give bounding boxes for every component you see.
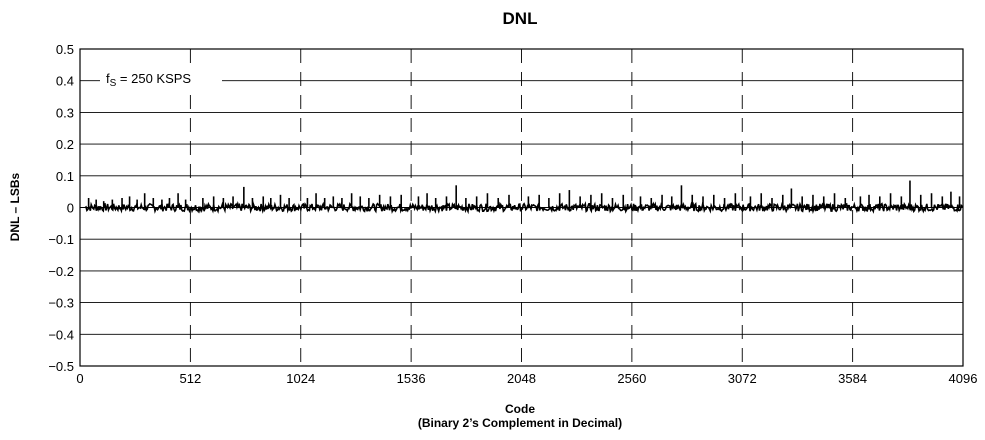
x-tick-label: 0	[76, 371, 83, 386]
x-tick-label: 2048	[507, 371, 536, 386]
y-tick-label: −0.2	[48, 264, 74, 279]
x-tick-label: 4096	[949, 371, 978, 386]
y-tick-labels: 0.5 0.4 0.3 0.2 0.1 0 −0.1 −0.2 −0.3 −0.4 −0.5	[48, 42, 74, 374]
sample-rate-annotation: fS = 250 KSPS	[106, 71, 191, 89]
y-tick-label: 0.5	[56, 42, 74, 57]
y-tick-label: 0.1	[56, 169, 74, 184]
x-tick-label: 2560	[617, 371, 646, 386]
y-tick-label: −0.5	[48, 359, 74, 374]
x-tick-label: 512	[180, 371, 202, 386]
annotation-background	[100, 68, 222, 90]
x-tick-label: 3072	[728, 371, 757, 386]
y-tick-label: 0.4	[56, 74, 74, 89]
y-tick-label: 0.3	[56, 105, 74, 120]
y-tick-label: −0.4	[48, 327, 74, 342]
y-tick-label: 0	[67, 201, 74, 216]
x-tick-labels: 0 512 1024 1536 2048 2560 3072 3584 4096	[76, 371, 977, 386]
y-tick-label: −0.3	[48, 296, 74, 311]
x-axis-label: Code	[505, 402, 535, 416]
x-tick-label: 1536	[397, 371, 426, 386]
annotation-text: = 250 KSPS	[116, 71, 191, 86]
annotation-symbol: f	[106, 71, 110, 86]
x-axis-sublabel: (Binary 2’s Complement in Decimal)	[418, 416, 622, 430]
dnl-series	[84, 180, 964, 215]
y-tick-label: −0.1	[48, 232, 74, 247]
y-axis-label: DNL – LSBs	[8, 172, 22, 241]
annotation-subscript: S	[110, 78, 117, 89]
x-tick-label: 1024	[286, 371, 315, 386]
chart-title: DNL	[503, 9, 538, 28]
plot-frame	[79, 48, 964, 367]
y-tick-label: 0.2	[56, 137, 74, 152]
dnl-noise-trace	[84, 200, 964, 215]
x-tick-label: 3584	[838, 371, 867, 386]
